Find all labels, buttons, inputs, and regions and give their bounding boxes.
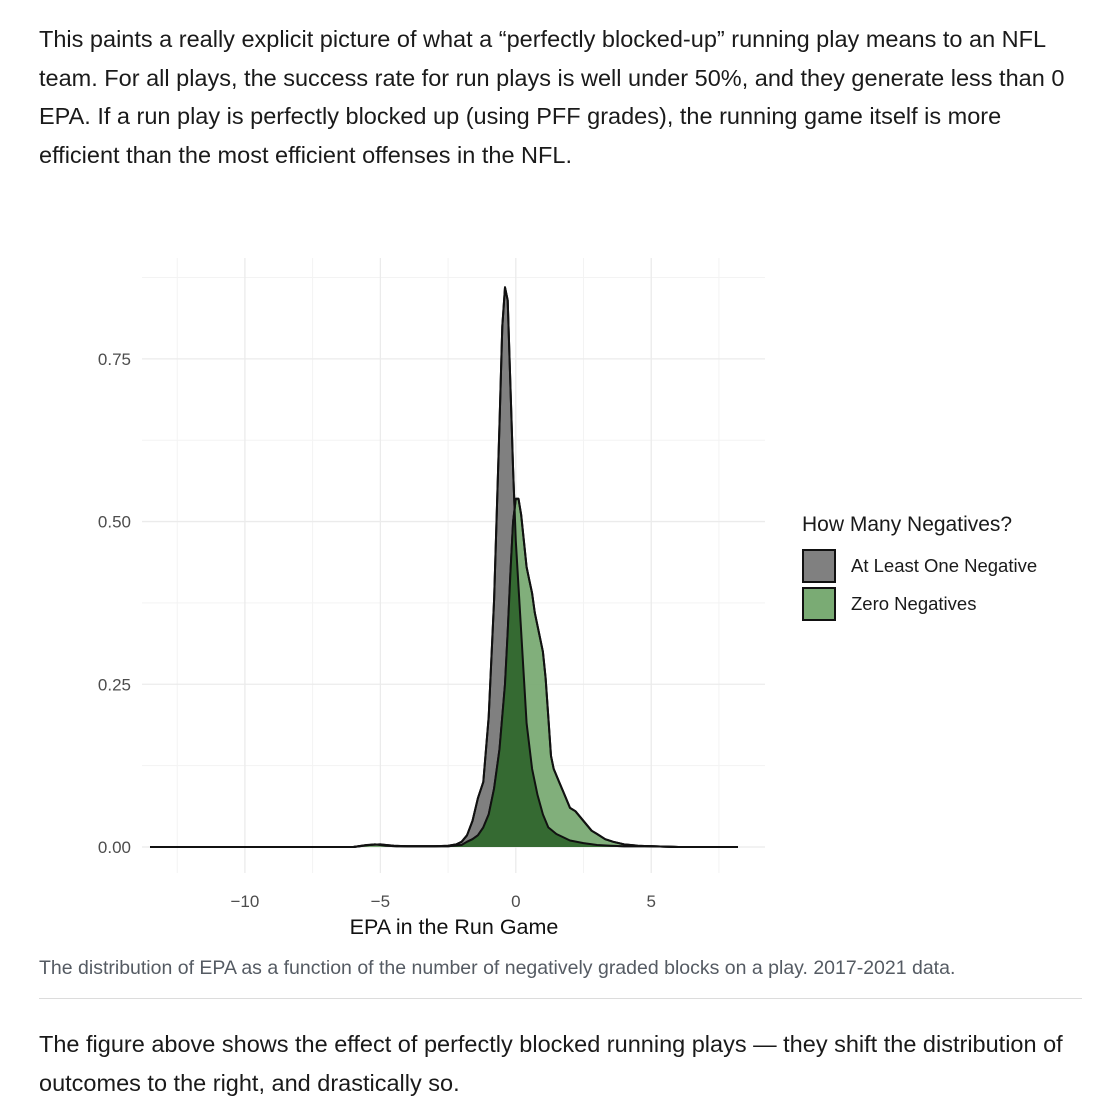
density-chart: 0.00 0.25 0.50 0.75 −10 −5 0 5 EPA in the Run … — [98, 258, 765, 939]
legend-swatch-green — [802, 587, 836, 621]
chart-legend: How Many Negatives? At Least One Negativ… — [802, 513, 1037, 623]
y-tick-label: 0.25 — [98, 675, 131, 694]
x-tick-label: −10 — [231, 892, 260, 911]
x-tick-label: −5 — [371, 892, 390, 911]
density-outline — [150, 286, 738, 848]
legend-title: How Many Negatives? — [802, 513, 1013, 536]
y-axis-tick-labels: 0.00 0.25 0.50 0.75 — [98, 350, 131, 857]
legend-item-at-least-one-negative: At Least One Negative — [802, 547, 1037, 585]
figure-caption: The distribution of EPA as a function of… — [39, 957, 956, 979]
density-area-zero-negatives — [150, 498, 738, 847]
major-grid — [142, 258, 765, 873]
minor-grid — [142, 258, 765, 873]
legend-item-zero-negatives: Zero Negatives — [802, 585, 1037, 623]
y-tick-label: 0.00 — [98, 838, 131, 857]
density-areas — [150, 286, 738, 848]
outro-paragraph: The figure above shows the effect of per… — [39, 1031, 1063, 1096]
density-overlap — [434, 510, 625, 847]
density-outline — [150, 286, 738, 848]
x-tick-label: 5 — [647, 892, 656, 911]
y-tick-label: 0.50 — [98, 513, 131, 532]
x-tick-label: 0 — [511, 892, 520, 911]
density-outline — [150, 497, 738, 848]
x-axis-tick-labels: −10 −5 0 5 — [231, 892, 656, 911]
legend-label: At Least One Negative — [851, 555, 1038, 576]
intro-paragraph: This paints a really explicit picture of… — [39, 26, 1065, 168]
x-axis-label: EPA in the Run Game — [350, 915, 559, 939]
legend-swatch-gray — [802, 549, 836, 583]
legend-label: Zero Negatives — [851, 593, 977, 614]
y-tick-label: 0.75 — [98, 350, 131, 369]
density-area-at-least-one-negative — [150, 287, 738, 847]
caption-divider — [39, 998, 1082, 999]
density-outline — [150, 497, 738, 848]
